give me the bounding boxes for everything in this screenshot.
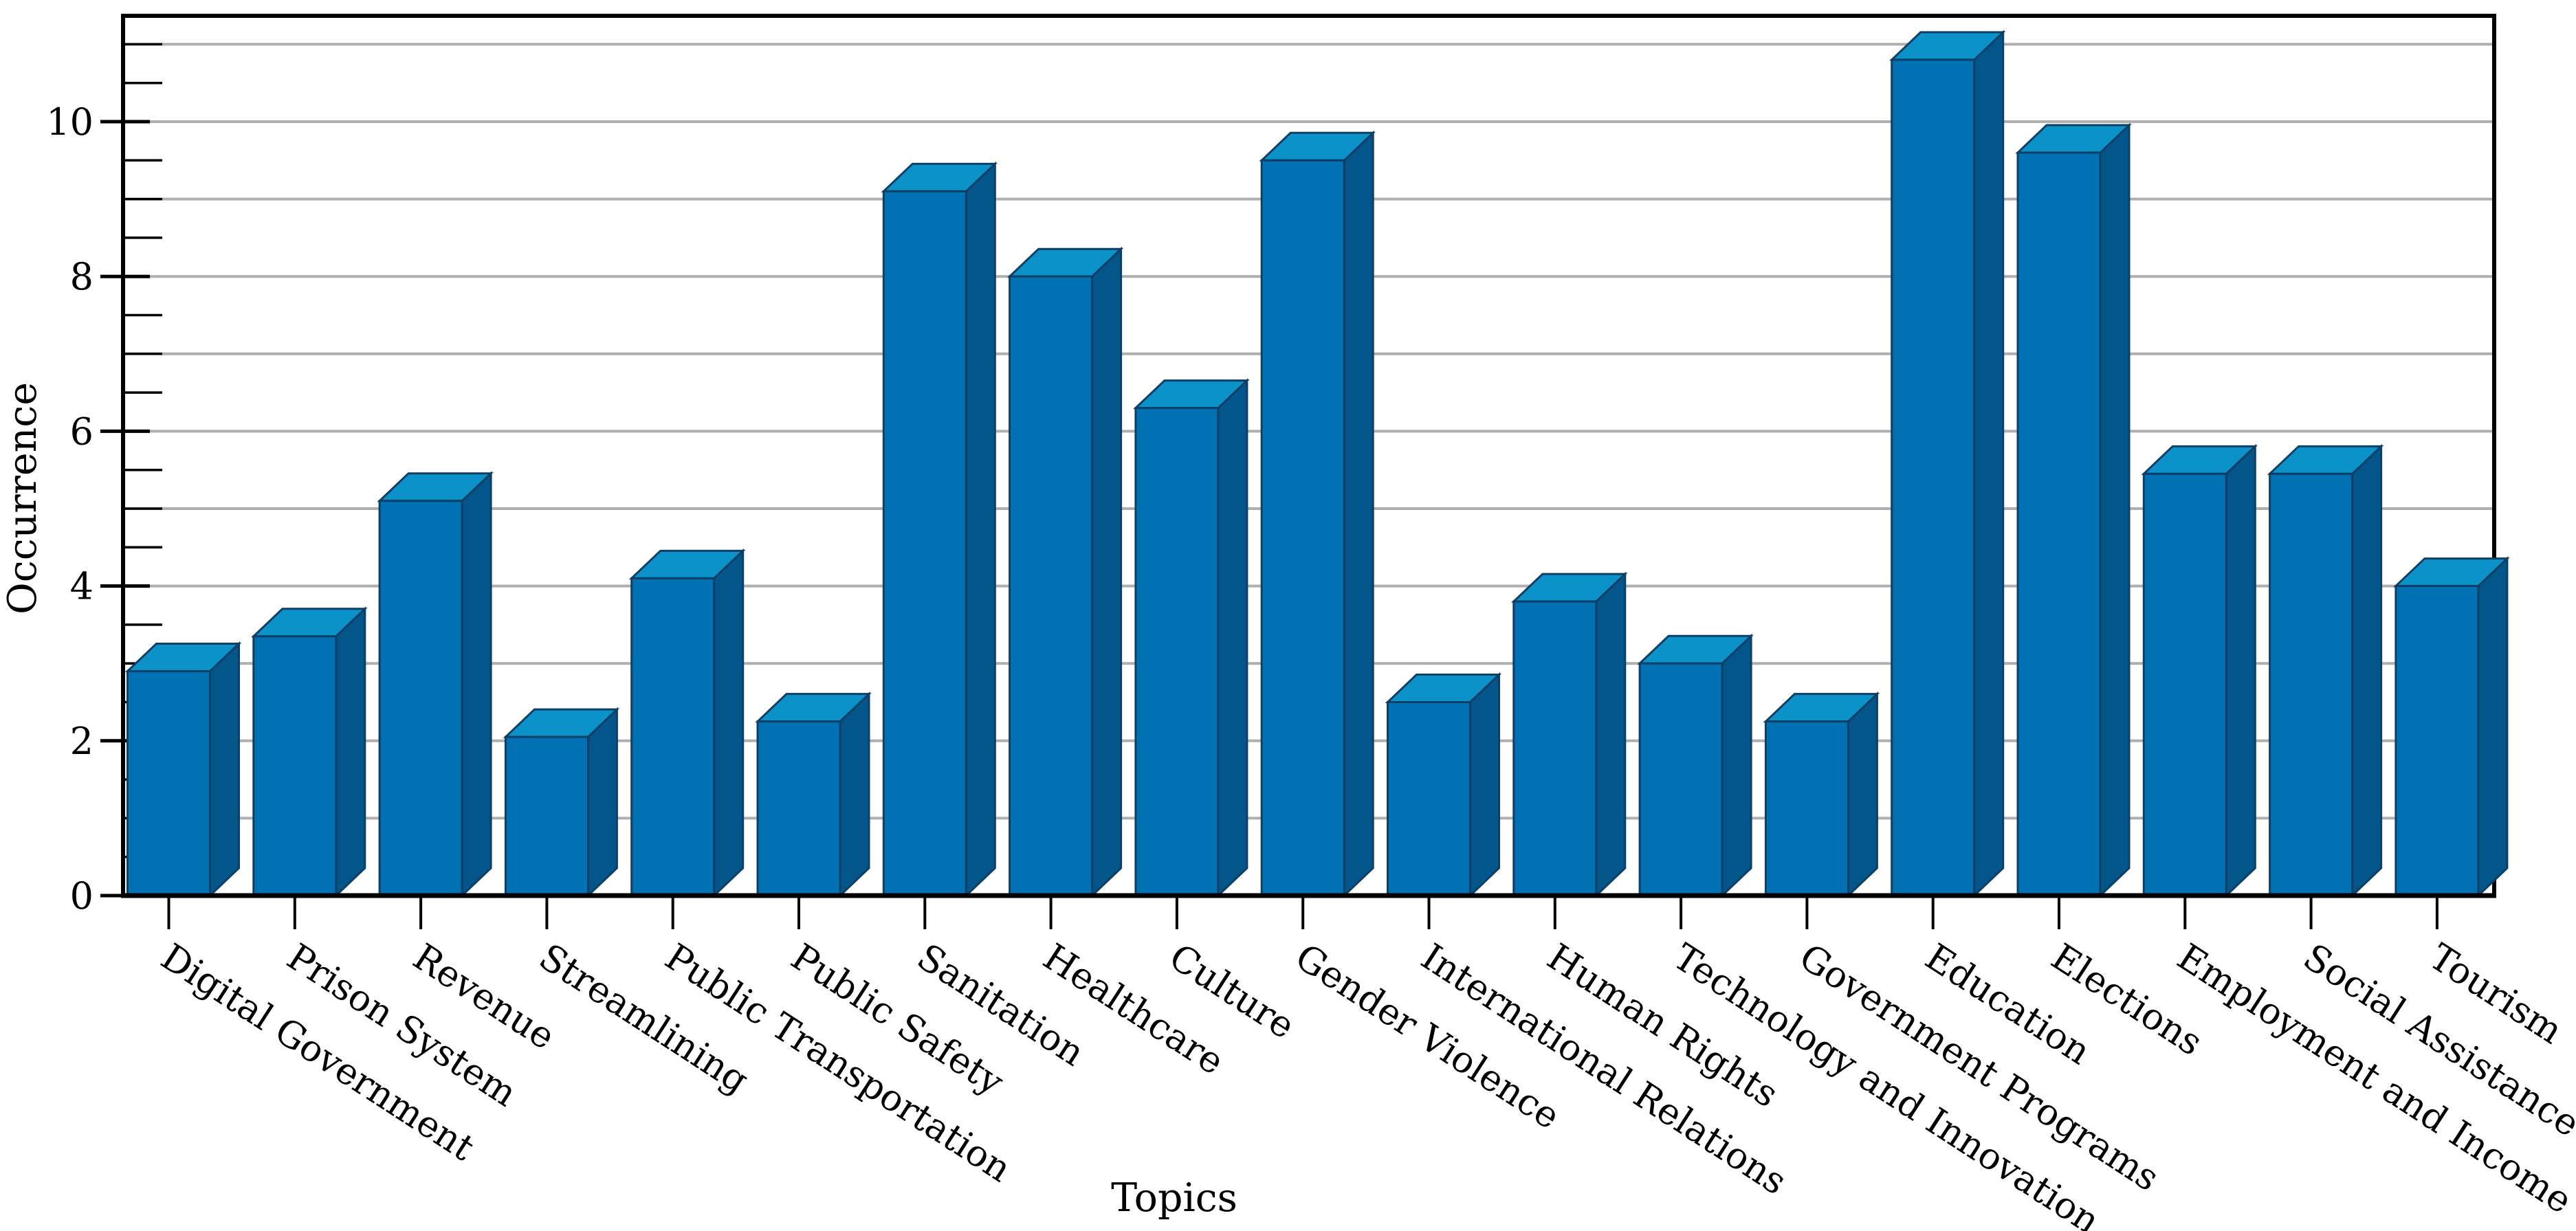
bar-front-face [1764, 720, 1849, 897]
bar-side-face [2477, 556, 2509, 898]
x-axis-title: Topics [1111, 1175, 1237, 1221]
bar-front-face [1638, 662, 1724, 897]
bar-side-face [2351, 443, 2383, 898]
bar-front-face [1891, 58, 1976, 897]
bar-side-face [1217, 378, 1248, 898]
bar-side-face [1091, 246, 1123, 898]
bar-front-face [1134, 407, 1220, 897]
bar-side-face [2099, 122, 2131, 898]
bar [2141, 443, 2258, 898]
y-tick-label: 10 [46, 100, 93, 144]
bar-front-face [882, 190, 967, 897]
bar [1889, 30, 2006, 898]
bar [2393, 556, 2510, 898]
bar [251, 606, 368, 898]
bar [1763, 691, 1880, 898]
bar [377, 471, 494, 898]
bar-front-face [756, 720, 841, 897]
bar-side-face [965, 161, 996, 898]
y-tick-label: 6 [70, 410, 93, 453]
bar-front-face [252, 635, 338, 897]
bar-side-face [1595, 571, 1627, 898]
bar-front-face [126, 669, 211, 897]
bar-side-face [713, 548, 745, 898]
bar-side-face [1847, 691, 1878, 898]
bar [1385, 672, 1502, 898]
bar-side-face [461, 471, 492, 898]
bar-side-face [839, 691, 870, 898]
bar-front-face [1387, 701, 1471, 897]
bar [503, 707, 620, 898]
y-tick-label: 4 [70, 565, 93, 608]
bar-front-face [2142, 472, 2227, 897]
bar-front-face [630, 577, 716, 897]
y-tick-label: 2 [70, 720, 93, 763]
bar [755, 691, 872, 898]
bar-front-face [1260, 159, 1345, 897]
y-tick-label: 8 [70, 255, 93, 298]
x-category-label: Streamlining [531, 936, 756, 1102]
bar-side-face [209, 641, 240, 898]
bar-side-face [2225, 443, 2256, 898]
bar [1259, 130, 1376, 898]
bar [1006, 246, 1124, 898]
bar [124, 641, 242, 898]
bar-front-face [1009, 275, 1094, 897]
bar-side-face [1721, 633, 1752, 898]
y-axis-title: Occurrence [0, 382, 45, 614]
bar-front-face [504, 735, 589, 897]
bar [2015, 122, 2132, 898]
bar-side-face [586, 707, 618, 898]
bar [2267, 443, 2384, 898]
bar [1511, 571, 1628, 898]
bar [628, 548, 746, 898]
bar-front-face [2269, 472, 2354, 897]
bar-side-face [335, 606, 366, 898]
bar-front-face [378, 500, 463, 897]
bar [1133, 378, 1250, 898]
bar-side-face [1973, 30, 2005, 898]
bar [1637, 633, 1754, 898]
bar-side-face [1469, 672, 1500, 898]
bar-front-face [2016, 151, 2102, 897]
bar-side-face [1343, 130, 1374, 898]
bar-front-face [2395, 585, 2480, 897]
bar [881, 161, 998, 898]
bar-layer [124, 30, 2510, 898]
bar-front-face [1512, 600, 1598, 897]
y-tick-label: 0 [70, 874, 93, 918]
